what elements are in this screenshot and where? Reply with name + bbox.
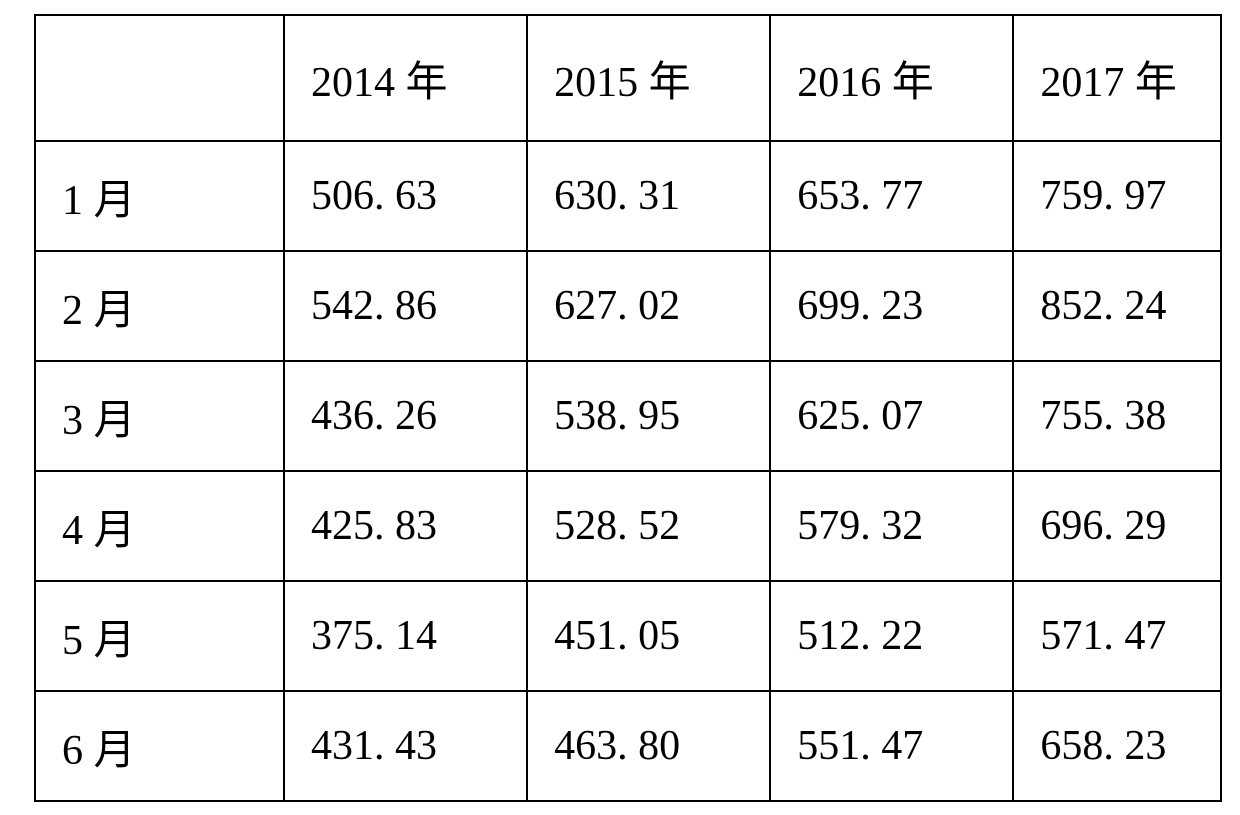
row-label: 4 月 [35,471,284,581]
row-label: 3 月 [35,361,284,471]
data-cell: 579. 32 [770,471,1013,581]
data-cell: 375. 14 [284,581,527,691]
row-label: 5 月 [35,581,284,691]
data-cell: 542. 86 [284,251,527,361]
row-label: 1 月 [35,141,284,251]
data-cell: 755. 38 [1013,361,1221,471]
header-cell-blank [35,15,284,141]
row-label: 6 月 [35,691,284,801]
data-cell: 512. 22 [770,581,1013,691]
header-cell-2016: 2016 年 [770,15,1013,141]
data-cell: 463. 80 [527,691,770,801]
header-cell-2015: 2015 年 [527,15,770,141]
data-table-container: 2014 年 2015 年 2016 年 2017 年 1 月 506. 63 … [0,0,1240,815]
table-row: 2 月 542. 86 627. 02 699. 23 852. 24 [35,251,1221,361]
table-row: 1 月 506. 63 630. 31 653. 77 759. 97 [35,141,1221,251]
data-cell: 551. 47 [770,691,1013,801]
data-cell: 658. 23 [1013,691,1221,801]
table-row: 3 月 436. 26 538. 95 625. 07 755. 38 [35,361,1221,471]
data-cell: 571. 47 [1013,581,1221,691]
data-cell: 630. 31 [527,141,770,251]
table-row: 6 月 431. 43 463. 80 551. 47 658. 23 [35,691,1221,801]
data-cell: 528. 52 [527,471,770,581]
data-cell: 653. 77 [770,141,1013,251]
data-cell: 431. 43 [284,691,527,801]
data-cell: 696. 29 [1013,471,1221,581]
data-cell: 451. 05 [527,581,770,691]
data-cell: 759. 97 [1013,141,1221,251]
data-cell: 538. 95 [527,361,770,471]
data-cell: 506. 63 [284,141,527,251]
data-cell: 425. 83 [284,471,527,581]
data-cell: 436. 26 [284,361,527,471]
header-cell-2017: 2017 年 [1013,15,1221,141]
table-row: 4 月 425. 83 528. 52 579. 32 696. 29 [35,471,1221,581]
data-cell: 699. 23 [770,251,1013,361]
row-label: 2 月 [35,251,284,361]
table-header-row: 2014 年 2015 年 2016 年 2017 年 [35,15,1221,141]
data-cell: 627. 02 [527,251,770,361]
data-table: 2014 年 2015 年 2016 年 2017 年 1 月 506. 63 … [34,14,1222,802]
table-row: 5 月 375. 14 451. 05 512. 22 571. 47 [35,581,1221,691]
data-cell: 852. 24 [1013,251,1221,361]
data-cell: 625. 07 [770,361,1013,471]
header-cell-2014: 2014 年 [284,15,527,141]
